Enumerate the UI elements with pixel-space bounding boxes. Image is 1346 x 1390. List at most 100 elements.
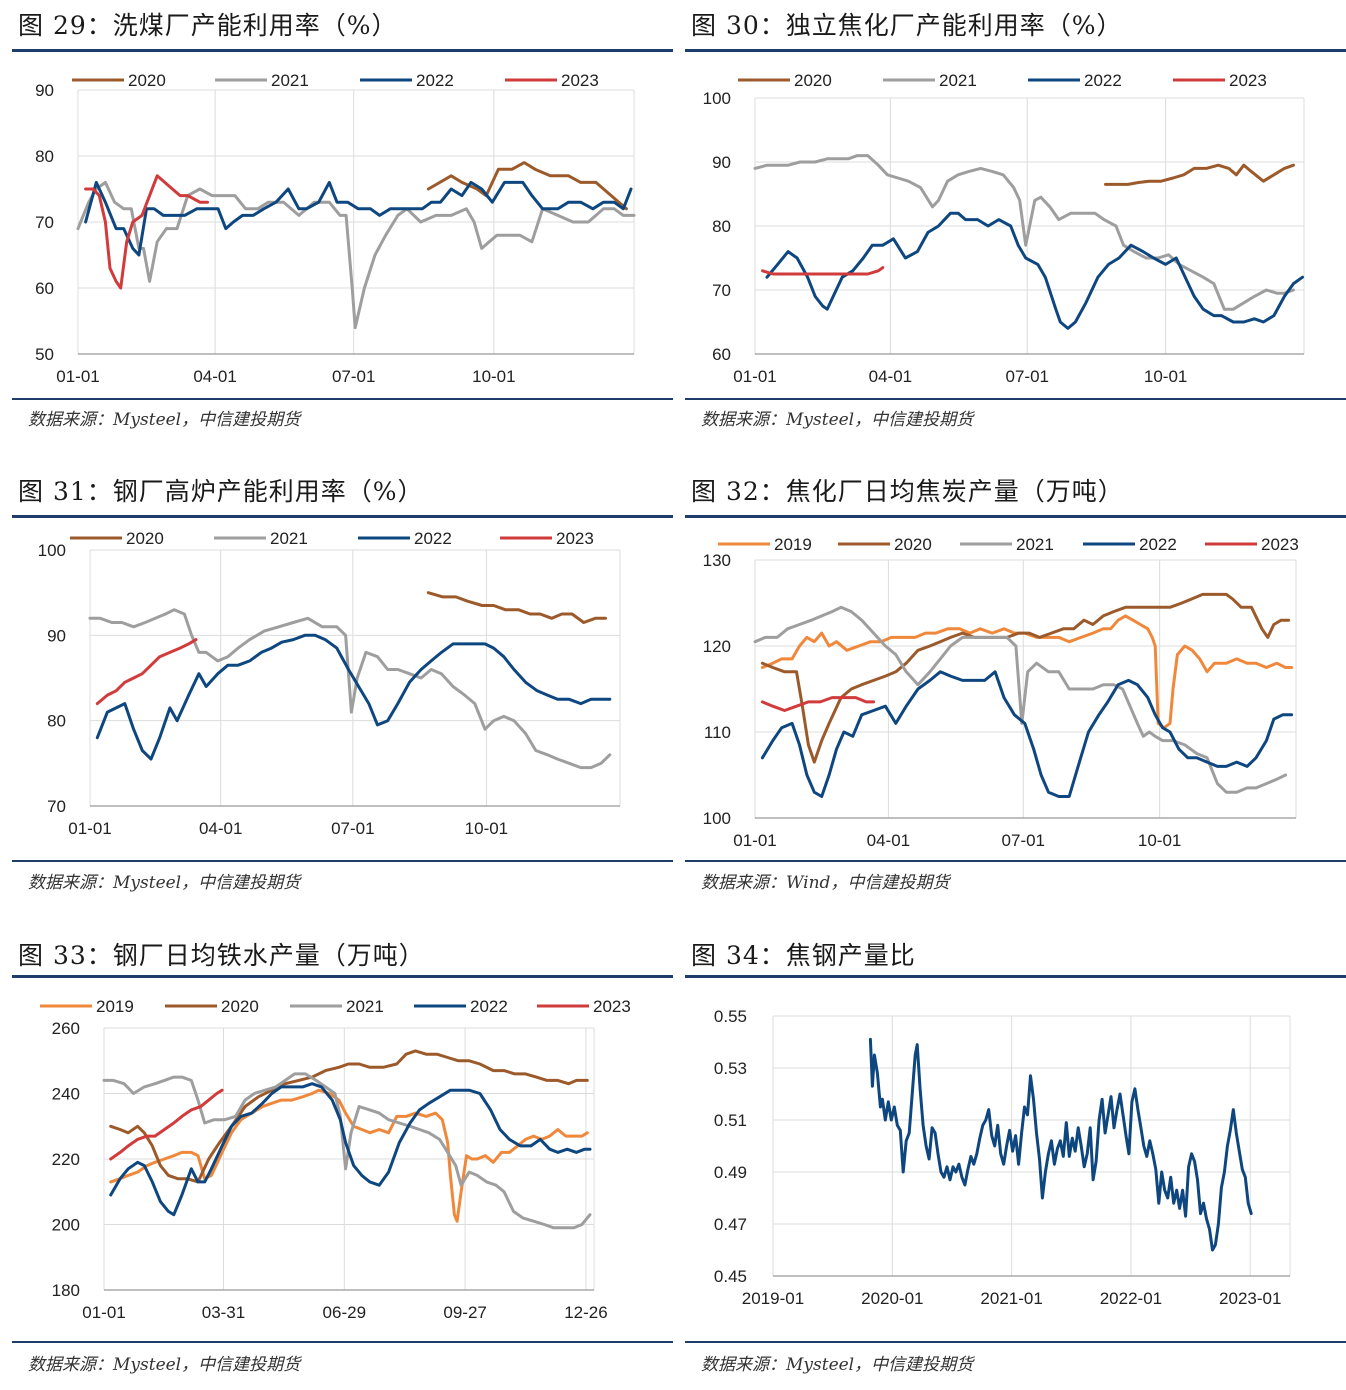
legend-label: 2021 xyxy=(1016,535,1054,554)
title-rule xyxy=(12,515,673,518)
legend-label: 2023 xyxy=(1229,71,1267,90)
source-note: 数据来源：Wind，中信建投期货 xyxy=(701,873,950,893)
x-tick-label: 2022-01 xyxy=(1100,1289,1162,1308)
y-tick-label: 120 xyxy=(703,637,731,656)
panel-29: 图 29：洗煤厂产能利用率（%） 50 60 70 80 90 01-01 04-01 07-… xyxy=(0,0,673,440)
y-tick-label: 100 xyxy=(703,809,731,828)
series-line-2021 xyxy=(76,180,636,330)
y-tick-label: 0.45 xyxy=(714,1267,747,1286)
chart-title: 图 32：焦化厂日均焦炭产量（万吨） xyxy=(691,477,1124,506)
y-tick-label: 0.51 xyxy=(714,1111,747,1130)
legend-label: 2020 xyxy=(126,529,164,548)
chart-svg: 100 110 120 130 01-01 04-01 07-01 10-01 2019 2020… xyxy=(703,535,1299,850)
y-tick-label: 0.55 xyxy=(714,1007,747,1026)
y-tick-label: 0.49 xyxy=(714,1163,747,1182)
source-note: 数据来源：Mysteel，中信建投期货 xyxy=(701,410,974,430)
legend-label: 2021 xyxy=(346,997,384,1016)
legend-label: 2023 xyxy=(593,997,631,1016)
panel-32: 图 32：焦化厂日均焦炭产量（万吨） 100 110 120 130 01-01 04-0… xyxy=(673,466,1346,906)
legend-label: 2021 xyxy=(270,529,308,548)
y-tick-label: 50 xyxy=(35,345,54,364)
chart-svg: 180 200 220 240 260 01-01 03-31 06-29 09-27 12-26… xyxy=(40,997,631,1322)
panel-34: 图 34：焦钢产量比 0.45 0.47 0.49 0.51 0.53 0.55 2019-… xyxy=(673,930,1346,1390)
series-line-2023 xyxy=(760,696,876,712)
legend-label: 2020 xyxy=(221,997,259,1016)
x-tick-label: 10-01 xyxy=(465,819,508,838)
x-tick-label: 2021-01 xyxy=(980,1289,1042,1308)
x-tick-label: 03-31 xyxy=(202,1303,245,1322)
y-tick-label: 100 xyxy=(38,541,66,560)
x-tick-label: 10-01 xyxy=(1144,367,1187,386)
series-line-2023 xyxy=(109,1088,224,1161)
series-line-2020 xyxy=(1104,163,1295,186)
x-tick-label: 04-01 xyxy=(869,367,912,386)
y-tick-label: 240 xyxy=(52,1085,80,1104)
panel-30: 图 30：独立焦化厂产能利用率（%） 60 70 80 90 100 01-01 04-01… xyxy=(673,0,1346,440)
y-tick-label: 90 xyxy=(35,81,54,100)
y-tick-label: 70 xyxy=(35,213,54,232)
y-tick-label: 200 xyxy=(52,1216,80,1235)
source-rule xyxy=(12,860,673,862)
x-tick-label: 2020-01 xyxy=(861,1289,923,1308)
title-rule xyxy=(685,975,1346,978)
y-tick-label: 90 xyxy=(47,626,66,645)
legend-label: 2021 xyxy=(271,71,309,90)
legend-label: 2021 xyxy=(939,71,977,90)
y-tick-label: 130 xyxy=(703,551,731,570)
y-tick-label: 70 xyxy=(47,797,66,816)
x-tick-label: 2019-01 xyxy=(742,1289,804,1308)
y-tick-label: 70 xyxy=(712,281,731,300)
x-tick-label: 04-01 xyxy=(867,831,910,850)
series-line-2020 xyxy=(426,591,607,624)
x-tick-label: 12-26 xyxy=(564,1303,607,1322)
chart-svg: 0.45 0.47 0.49 0.51 0.53 0.55 2019-01 2020-01 20… xyxy=(714,1007,1291,1308)
series-line-2023 xyxy=(95,638,198,706)
y-tick-label: 180 xyxy=(52,1281,80,1300)
source-note: 数据来源：Mysteel，中信建投期货 xyxy=(28,873,301,893)
chart-svg: 70 80 90 100 01-01 04-01 07-01 10-01 2020 2021 202… xyxy=(38,529,621,838)
title-rule xyxy=(12,975,673,978)
x-tick-label: 10-01 xyxy=(472,367,515,386)
x-tick-label: 07-01 xyxy=(331,819,374,838)
series-line-2022 xyxy=(765,211,1304,330)
series-line-2019 xyxy=(760,614,1294,730)
y-tick-label: 0.53 xyxy=(714,1059,747,1078)
title-rule xyxy=(685,49,1346,52)
source-note: 数据来源：Mysteel，中信建投期货 xyxy=(28,410,301,430)
x-tick-label: 2023-01 xyxy=(1219,1289,1281,1308)
y-tick-label: 100 xyxy=(703,89,731,108)
series-line-2022 xyxy=(84,180,633,257)
source-rule xyxy=(685,1341,1346,1343)
legend-label: 2019 xyxy=(96,997,134,1016)
source-note: 数据来源：Mysteel，中信建投期货 xyxy=(701,1355,974,1375)
x-tick-label: 01-01 xyxy=(68,819,111,838)
x-tick-label: 01-01 xyxy=(733,831,776,850)
series-line-2023 xyxy=(761,266,885,276)
x-tick-label: 01-01 xyxy=(82,1303,125,1322)
y-tick-label: 80 xyxy=(47,712,66,731)
source-rule xyxy=(12,398,673,400)
title-rule xyxy=(12,49,673,52)
legend-label: 2022 xyxy=(416,71,454,90)
chart-title: 图 30：独立焦化厂产能利用率（%） xyxy=(691,11,1123,40)
legend-label: 2023 xyxy=(556,529,594,548)
y-tick-label: 80 xyxy=(35,147,54,166)
legend-label: 2022 xyxy=(470,997,508,1016)
title-rule xyxy=(685,515,1346,518)
series-line-2023 xyxy=(84,174,209,290)
legend-label: 2020 xyxy=(894,535,932,554)
series-line-2021 xyxy=(88,608,612,770)
legend-label: 2023 xyxy=(561,71,599,90)
x-tick-label: 07-01 xyxy=(1002,831,1045,850)
y-tick-label: 90 xyxy=(712,153,731,172)
x-tick-label: 01-01 xyxy=(733,367,776,386)
series-line-2020 xyxy=(760,592,1291,764)
series-line-2020 xyxy=(109,1049,589,1184)
x-tick-label: 01-01 xyxy=(56,367,99,386)
source-note: 数据来源：Mysteel，中信建投期货 xyxy=(28,1355,301,1375)
y-tick-label: 110 xyxy=(704,723,731,742)
series-line-2020 xyxy=(426,161,628,211)
legend-label: 2020 xyxy=(794,71,832,90)
source-rule xyxy=(685,860,1346,862)
series-line-2022 xyxy=(95,633,612,761)
